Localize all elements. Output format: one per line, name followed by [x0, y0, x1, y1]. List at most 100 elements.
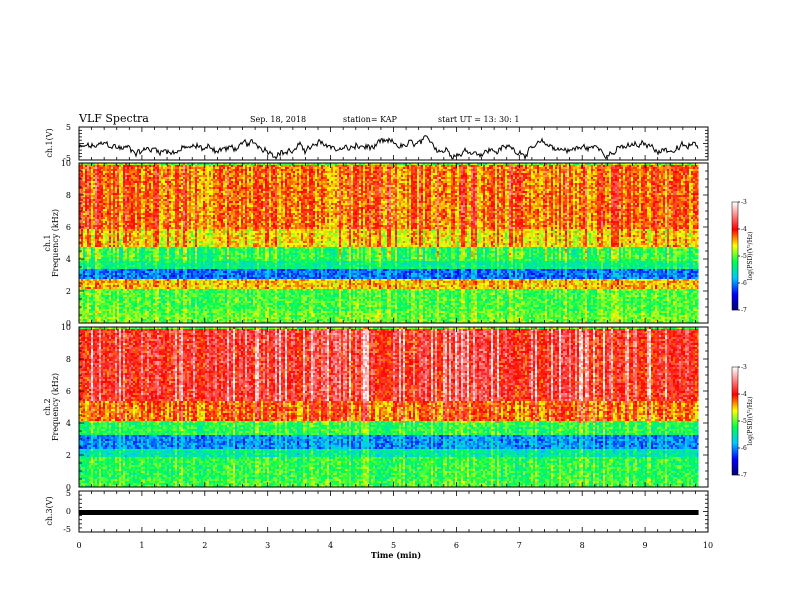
- spectrogram-cell: [97, 179, 99, 181]
- spectrogram-cell: [81, 271, 83, 273]
- spectrogram-cell: [81, 245, 83, 247]
- spectrogram-cell: [97, 267, 99, 269]
- spectrogram-cell: [87, 273, 89, 275]
- spectrogram-cell: [85, 301, 87, 303]
- spectrogram-cell: [93, 289, 95, 291]
- spectrogram-cell: [83, 233, 85, 235]
- spectrogram-cell: [87, 281, 89, 283]
- spectrogram-cell: [85, 215, 87, 217]
- spectrogram-cell: [87, 221, 89, 223]
- spectrogram-cell: [89, 233, 91, 235]
- spectrogram-cell: [85, 207, 87, 209]
- spectrogram-cell: [85, 175, 87, 177]
- spectrogram-cell: [87, 179, 89, 181]
- spectrogram-cell: [85, 243, 87, 245]
- spectrogram-cell: [91, 279, 93, 281]
- spectrogram-cell: [91, 191, 93, 193]
- spectrogram-cell: [95, 193, 97, 195]
- spectrogram-cell: [95, 167, 97, 169]
- spectrogram-cell: [97, 271, 99, 273]
- spectrogram-cell: [85, 291, 87, 293]
- spectrogram-cell: [91, 305, 93, 307]
- spectrogram-cell: [95, 265, 97, 267]
- spectrogram-cell: [81, 183, 83, 185]
- spectrogram-cell: [89, 285, 91, 287]
- spectrogram-cell: [87, 235, 89, 237]
- ch1-waveform-ylabel: ch.1(V): [45, 128, 54, 157]
- spectrogram-cell: [85, 251, 87, 253]
- spectrogram-cell: [93, 279, 95, 281]
- spectrogram-cell: [89, 315, 91, 317]
- spectrogram-cell: [95, 207, 97, 209]
- spectrogram-cell: [95, 283, 97, 285]
- spectrogram-cell: [87, 255, 89, 257]
- spectrogram-cell: [95, 217, 97, 219]
- spectrogram-cell: [85, 237, 87, 239]
- spectrogram-cell: [85, 271, 87, 273]
- spectrogram-cell: [85, 253, 87, 255]
- spectrogram-cell: [95, 303, 97, 305]
- spectrogram-cell: [93, 179, 95, 181]
- spectrogram-cell: [91, 303, 93, 305]
- spectrogram-cell: [91, 243, 93, 245]
- spectrogram-cell: [89, 225, 91, 227]
- spectrogram-cell: [83, 203, 85, 205]
- spectrogram-cell: [85, 303, 87, 305]
- spectrogram-cell: [85, 205, 87, 207]
- spectrogram-cell: [81, 287, 83, 289]
- spectrogram-cell: [83, 185, 85, 187]
- spectrogram-cell: [89, 289, 91, 291]
- spectrogram-cell: [81, 253, 83, 255]
- spectrogram-cell: [91, 211, 93, 213]
- spectrogram-cell: [85, 211, 87, 213]
- spectrogram-cell: [93, 169, 95, 171]
- spectrogram-cell: [95, 311, 97, 313]
- spectrogram-cell: [93, 303, 95, 305]
- spectrogram-cell: [83, 303, 85, 305]
- spectrogram-cell: [85, 279, 87, 281]
- spectrogram-cell: [85, 289, 87, 291]
- spectrogram-cell: [87, 257, 89, 259]
- spectrogram-cell: [93, 193, 95, 195]
- spectrogram-cell: [83, 285, 85, 287]
- spectrogram-cell: [89, 217, 91, 219]
- spectrogram-cell: [95, 213, 97, 215]
- spectrogram-cell: [93, 187, 95, 189]
- spectrogram-cell: [89, 269, 91, 271]
- spectrogram-cell: [87, 283, 89, 285]
- spectrogram-cell: [85, 195, 87, 197]
- spectrogram-cell: [95, 175, 97, 177]
- spectrogram-cell: [91, 183, 93, 185]
- spectrogram-cell: [91, 231, 93, 233]
- spectrogram-cell: [91, 169, 93, 171]
- spectrogram-cell: [91, 181, 93, 183]
- spectrogram-cell: [89, 237, 91, 239]
- spectrogram-cell: [87, 211, 89, 213]
- spectrogram-cell: [89, 165, 91, 167]
- spectrogram-cell: [87, 173, 89, 175]
- spectrogram-cell: [85, 193, 87, 195]
- spectrogram-cell: [87, 215, 89, 217]
- spectrogram-cell: [87, 169, 89, 171]
- spectrogram-cell: [89, 179, 91, 181]
- spectrogram-cell: [91, 245, 93, 247]
- spectrogram-cell: [97, 229, 99, 231]
- spectrogram-cell: [87, 227, 89, 229]
- spectrogram-cell: [87, 277, 89, 279]
- spectrogram-cell: [83, 191, 85, 193]
- spectrogram-cell: [89, 273, 91, 275]
- spectrogram-cell: [81, 247, 83, 249]
- spectrogram-cell: [95, 189, 97, 191]
- spectrogram-cell: [87, 223, 89, 225]
- spectrogram-cell: [95, 199, 97, 201]
- spectrogram-cell: [95, 299, 97, 301]
- spectrogram-cell: [91, 275, 93, 277]
- spectrogram-cell: [89, 303, 91, 305]
- spectrogram-cell: [97, 275, 99, 277]
- spectrogram-cell: [93, 203, 95, 205]
- spectrogram-cell: [97, 277, 99, 279]
- spectrogram-cell: [97, 241, 99, 243]
- spectrogram-cell: [89, 267, 91, 269]
- spectrogram-cell: [91, 251, 93, 253]
- spectrogram-cell: [85, 265, 87, 267]
